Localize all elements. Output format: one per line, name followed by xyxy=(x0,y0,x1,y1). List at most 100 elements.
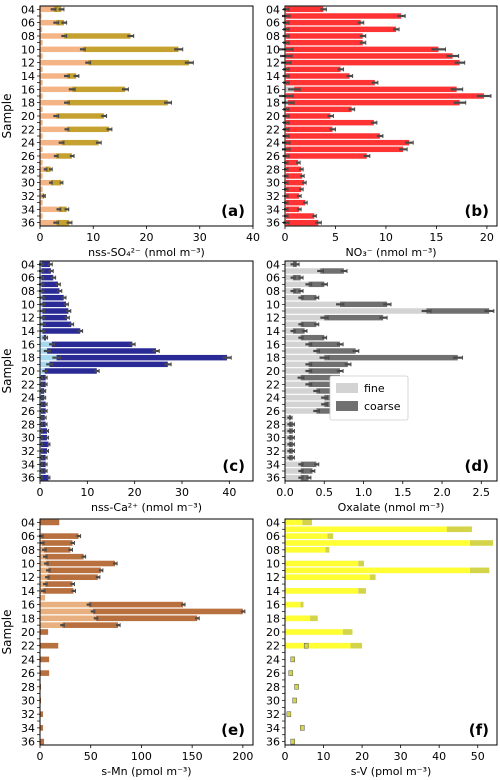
coarse-bar-16 xyxy=(308,341,340,348)
x-tick-label: 40 xyxy=(432,750,446,763)
y-tick-label: 14 xyxy=(266,325,280,338)
coarse-bar-04 xyxy=(40,519,60,526)
fine-bar-26 xyxy=(285,408,317,414)
coarse-bar-36 xyxy=(300,474,309,481)
y-tick-label: 28 xyxy=(266,681,280,694)
fine-bar-15 xyxy=(40,594,46,601)
fine-bar-09 xyxy=(40,39,43,46)
fine-bar-25 xyxy=(40,146,43,153)
fine-bar-19 xyxy=(40,361,50,368)
point-24 xyxy=(290,656,295,663)
y-tick-label: 18 xyxy=(21,352,35,365)
fine-bar-34 xyxy=(285,461,301,468)
fine-bar-04 xyxy=(285,261,293,268)
fine-bar-08 xyxy=(40,33,64,39)
fine-bar-16 xyxy=(285,341,309,348)
fine-bar-23 xyxy=(285,388,317,394)
y-tick-label: 20 xyxy=(266,110,280,123)
x-tick-label: 10 xyxy=(80,486,94,499)
panel-label: (c) xyxy=(222,457,245,475)
y-tick-label: 28 xyxy=(21,681,35,694)
y-tick-label: 20 xyxy=(266,626,280,639)
coarse-bar-31 xyxy=(40,441,49,448)
coarse-bar-10 xyxy=(339,301,388,308)
coarse-bar-10 xyxy=(46,560,116,567)
y-tick-label: 10 xyxy=(266,43,280,56)
coarse-bar-14 xyxy=(286,73,350,79)
y-tick-label: 10 xyxy=(21,298,35,311)
y-tick-label: 28 xyxy=(21,163,35,176)
coarse-bar-21 xyxy=(300,374,340,381)
x-tick-label: 0.5 xyxy=(316,486,334,499)
coarse-bar-34 xyxy=(40,725,44,731)
fine-bar-18 xyxy=(285,354,325,361)
coarse-bar-36 xyxy=(40,474,49,481)
y-tick-label: 22 xyxy=(266,640,280,653)
fine-bar-32 xyxy=(285,448,289,454)
x-axis-label: Oxalate (nmol m⁻³) xyxy=(338,501,445,514)
x-tick-label: 50 xyxy=(471,750,485,763)
x-tick-label: 20 xyxy=(355,750,369,763)
fine-bar-17 xyxy=(40,93,43,99)
x-tick-label: 0 xyxy=(37,750,44,763)
coarse-bar-15 xyxy=(286,79,375,86)
fine-bar-28 xyxy=(40,166,46,173)
fine-bar-14 xyxy=(40,73,67,79)
fine-bar-14 xyxy=(285,328,293,334)
x-tick-label: 0 xyxy=(37,486,44,499)
fine-bar-28 xyxy=(285,421,289,428)
x-tick-label: 2.5 xyxy=(473,486,491,499)
y-tick-label: 32 xyxy=(266,445,280,458)
fine-bar-14 xyxy=(285,588,359,594)
y-tick-label: 24 xyxy=(21,392,35,405)
coarse-bar-24 xyxy=(61,139,99,146)
fine-bar-08 xyxy=(285,547,326,553)
y-tick-label: 04 xyxy=(266,3,280,16)
coarse-bar-11 xyxy=(470,567,490,574)
fine-bar-10 xyxy=(40,560,47,567)
x-axis-label: nss-Ca²⁺ (nmol m⁻³) xyxy=(91,501,202,514)
coarse-bar-18 xyxy=(66,99,168,106)
coarse-bar-20 xyxy=(308,368,340,374)
fine-bar-31 xyxy=(285,441,289,448)
coarse-bar-18 xyxy=(288,99,460,106)
y-tick-label: 24 xyxy=(266,392,280,405)
x-tick-label: 2.0 xyxy=(433,486,451,499)
fine-bar-22 xyxy=(40,126,67,133)
y-tick-label: 34 xyxy=(21,458,35,471)
coarse-bar-35 xyxy=(286,213,315,219)
fine-bar-05 xyxy=(285,268,321,274)
fine-bar-17 xyxy=(40,608,93,615)
coarse-bar-10 xyxy=(286,46,439,53)
coarse-bar-07 xyxy=(470,540,494,546)
y-tick-label: 12 xyxy=(21,312,35,325)
y-tick-label: 08 xyxy=(266,30,280,43)
fine-bar-29 xyxy=(40,173,43,179)
y-tick-label: 20 xyxy=(21,365,35,378)
coarse-bar-19 xyxy=(49,361,168,368)
coarse-bar-07 xyxy=(286,26,397,33)
y-tick-label: 10 xyxy=(21,43,35,56)
fine-bar-31 xyxy=(40,186,43,193)
coarse-bar-04 xyxy=(53,6,62,13)
y-tick-label: 36 xyxy=(21,736,35,749)
point-22 xyxy=(303,642,309,649)
panel-label: (b) xyxy=(465,202,489,220)
x-axis-label: s-V (pmol m⁻³) xyxy=(351,765,432,778)
coarse-bar-32 xyxy=(40,448,48,454)
fine-bar-18 xyxy=(40,615,96,622)
x-axis-label: s-Mn (pmol m⁻³) xyxy=(101,765,191,778)
fine-bar-16 xyxy=(40,86,72,93)
y-tick-label: 32 xyxy=(266,190,280,203)
coarse-bar-16 xyxy=(294,86,457,93)
y-tick-label: 08 xyxy=(266,544,280,557)
y-tick-label: 20 xyxy=(266,365,280,378)
y-tick-label: 16 xyxy=(21,599,35,612)
fine-bar-16 xyxy=(40,341,52,348)
coarse-bar-18 xyxy=(310,615,318,622)
y-tick-label: 34 xyxy=(266,458,280,471)
coarse-bar-28 xyxy=(286,166,302,173)
fine-bar-33 xyxy=(285,454,289,461)
coarse-bar-06 xyxy=(55,19,64,26)
